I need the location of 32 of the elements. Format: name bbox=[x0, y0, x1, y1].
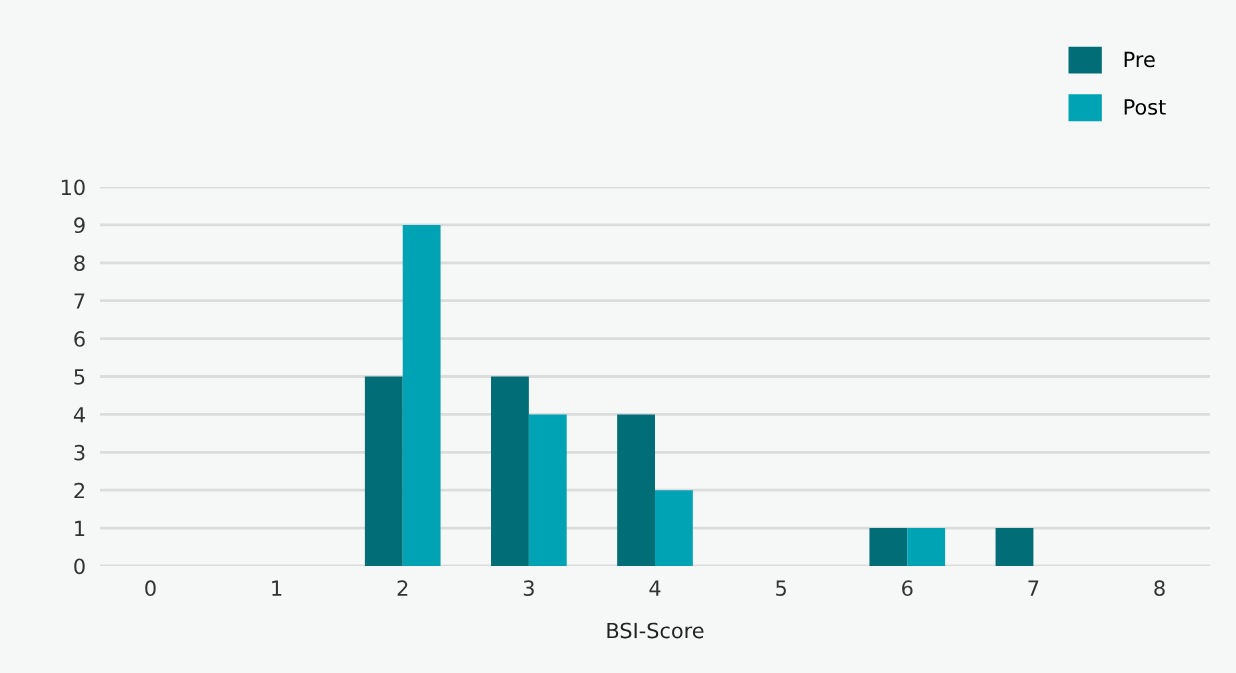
bar bbox=[402, 224, 441, 566]
legend-label: Post bbox=[1124, 99, 1166, 115]
x-tick-label: 7 bbox=[1028, 580, 1039, 596]
x-tick-label: 5 bbox=[776, 580, 786, 597]
x-tick-label: 4 bbox=[649, 580, 661, 596]
bar bbox=[617, 414, 655, 566]
x-axis-title: BSI-Score bbox=[607, 622, 704, 639]
x-tick-label: 0 bbox=[145, 580, 156, 597]
y-tick-label: 5 bbox=[74, 369, 85, 385]
bar bbox=[869, 528, 908, 566]
y-tick-label: 9 bbox=[74, 217, 85, 234]
bar bbox=[907, 528, 946, 566]
y-tick-label: 10 bbox=[61, 179, 85, 196]
x-tick-label: 2 bbox=[397, 580, 408, 596]
y-tick-label: 6 bbox=[74, 331, 85, 347]
y-tick-label: 3 bbox=[74, 444, 85, 461]
y-tick-label: 8 bbox=[74, 255, 85, 272]
x-tick-label: 1 bbox=[272, 580, 282, 596]
bar bbox=[528, 414, 567, 566]
y-tick-label: 7 bbox=[74, 293, 85, 309]
y-tick-label: 0 bbox=[74, 558, 85, 575]
y-tick-label: 4 bbox=[73, 407, 85, 423]
bar bbox=[655, 490, 693, 566]
x-tick-label: 6 bbox=[902, 580, 913, 597]
x-tick-label: 8 bbox=[1154, 580, 1165, 597]
legend-label: Pre bbox=[1124, 51, 1155, 68]
y-tick-label: 2 bbox=[74, 482, 85, 499]
bar bbox=[995, 528, 1034, 566]
x-tick-label: 3 bbox=[523, 580, 534, 597]
bar bbox=[491, 376, 529, 566]
y-tick-label: 1 bbox=[75, 520, 85, 537]
bar bbox=[364, 376, 403, 566]
